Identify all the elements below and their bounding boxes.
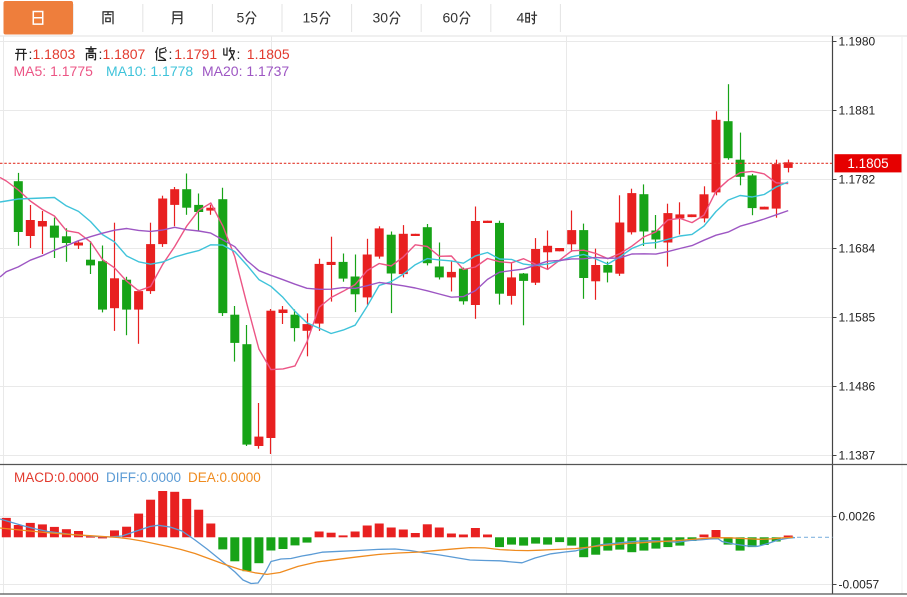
svg-text:60: 60 <box>443 10 459 26</box>
svg-text:MA5: 1.1775: MA5: 1.1775 <box>14 63 94 79</box>
svg-text:1.1807: 1.1807 <box>103 46 146 62</box>
svg-text:4: 4 <box>517 10 525 26</box>
svg-text:MA10: 1.1778: MA10: 1.1778 <box>106 63 193 79</box>
svg-text:15: 15 <box>303 10 319 26</box>
svg-text::: : <box>29 46 33 62</box>
svg-text::: : <box>169 46 173 62</box>
svg-text::: : <box>99 46 103 62</box>
svg-text:DEA:0.0000: DEA:0.0000 <box>188 470 261 485</box>
svg-text:1.1791: 1.1791 <box>174 46 217 62</box>
svg-text:1.1585: 1.1585 <box>839 311 876 325</box>
svg-text:30: 30 <box>373 10 389 26</box>
svg-text:MACD:0.0000: MACD:0.0000 <box>14 470 99 485</box>
svg-text:1.1805: 1.1805 <box>847 156 888 171</box>
svg-text:-0.0057: -0.0057 <box>839 578 880 592</box>
svg-text:5: 5 <box>237 10 245 26</box>
svg-text:1.1803: 1.1803 <box>33 46 76 62</box>
svg-text:DIFF:0.0000: DIFF:0.0000 <box>106 470 181 485</box>
svg-text:1.1486: 1.1486 <box>839 380 876 394</box>
svg-text:1.1805: 1.1805 <box>247 46 290 62</box>
svg-text:1.1980: 1.1980 <box>839 35 876 49</box>
svg-text:1.1684: 1.1684 <box>839 242 876 256</box>
svg-text::: : <box>237 46 241 62</box>
svg-text:1.1881: 1.1881 <box>839 104 876 118</box>
svg-text:0.0026: 0.0026 <box>839 510 876 524</box>
svg-text:MA20: 1.1737: MA20: 1.1737 <box>202 63 289 79</box>
svg-text:1.1387: 1.1387 <box>839 449 876 463</box>
svg-text:1.1782: 1.1782 <box>839 173 876 187</box>
